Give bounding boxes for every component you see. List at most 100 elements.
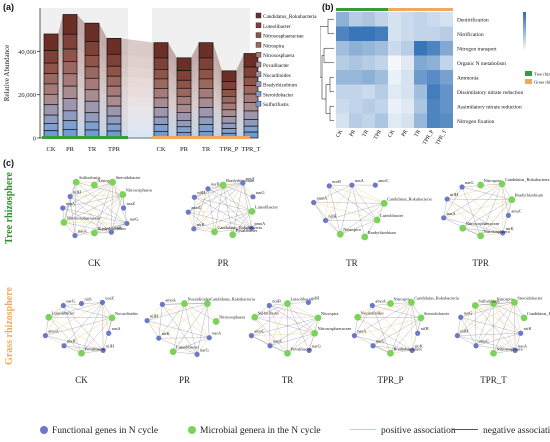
negative-edge <box>162 304 198 355</box>
legend-microbial: Microbial genera in the N cycle <box>188 426 321 436</box>
heatmap-cell <box>427 70 440 85</box>
positive-edge <box>94 194 123 234</box>
negative-edge <box>514 302 516 351</box>
microbial-node <box>477 181 485 189</box>
functional-node <box>322 217 329 224</box>
flow-band <box>191 88 199 105</box>
negative-edge <box>329 185 378 221</box>
bar-segment <box>43 83 59 95</box>
negative-edge <box>172 303 208 352</box>
heatmap-cell <box>336 41 349 56</box>
flow-band <box>121 131 154 138</box>
negative-edge <box>269 305 315 334</box>
network-node-label: Candidatus_Rokubacteria <box>218 225 262 230</box>
bar-segment <box>243 119 259 127</box>
positive-edge <box>480 232 503 237</box>
functional-node <box>78 300 85 307</box>
legend-swatch <box>255 12 262 19</box>
bar-segment <box>198 57 214 70</box>
flow-band <box>213 97 222 117</box>
flow-band <box>236 53 244 82</box>
negative-edge <box>493 303 525 319</box>
functional-node <box>370 343 376 349</box>
heatmap-cell <box>336 84 349 99</box>
heatmap-row-label: Denitrification <box>457 16 489 23</box>
negative-edge <box>443 186 463 218</box>
negative-edge <box>462 183 503 229</box>
network-node-label: pmoA <box>255 221 267 226</box>
stacked-bar-chart: 0 20,000 40,000 Relative Abundance CK PR TR TPR… <box>3 8 317 152</box>
network-name: TPR_P <box>377 375 403 385</box>
x-tick-label: CK <box>46 146 55 152</box>
bar-segment <box>62 33 78 50</box>
positive-edge <box>193 227 252 230</box>
network-node-label: amoA <box>375 298 386 303</box>
microbial-node <box>508 196 516 204</box>
heatmap-cell <box>375 26 388 41</box>
microbial-node <box>380 199 388 207</box>
legend-label: Luteolibacter <box>263 24 291 30</box>
flow-band <box>77 120 85 130</box>
tree-group-bar <box>336 8 388 11</box>
positive-edge <box>194 188 209 198</box>
negative-edge <box>364 219 378 238</box>
bar-segment <box>153 97 169 108</box>
negative-edge <box>193 211 253 230</box>
network-node-label: Povalibacter <box>236 228 258 233</box>
microbial-node <box>78 349 85 357</box>
network-node-label: Sulfurifustis <box>478 298 500 303</box>
network-node-label: nasA <box>212 331 222 336</box>
negative-edge <box>111 223 128 233</box>
positive-edge <box>443 199 512 219</box>
flow-band <box>191 107 199 121</box>
network-node-label: nifH <box>421 326 429 331</box>
negative-edge <box>372 305 391 354</box>
x-tick-label: TPR <box>108 146 121 152</box>
bar-segment <box>43 123 59 132</box>
microbial-node <box>408 298 415 306</box>
network-node-label: nifH <box>450 192 458 197</box>
network-node-label: Bradyrhizobium <box>368 230 397 235</box>
network-node-label: nirK <box>162 331 171 336</box>
bar-segment <box>62 48 78 62</box>
heatmap-cell <box>388 41 401 56</box>
flow-band <box>213 69 222 97</box>
bar-segment <box>43 50 59 64</box>
positive-edge <box>147 303 185 321</box>
network-node-label: nifH <box>329 213 337 218</box>
negative-edge <box>193 188 209 229</box>
heatmap-cell <box>401 55 414 70</box>
legend-swatch <box>255 32 262 38</box>
positive-edge <box>63 222 127 224</box>
negative-edge <box>390 302 412 354</box>
network-node-label: nifH <box>197 190 205 195</box>
flow-band <box>99 78 107 97</box>
functional-node <box>267 343 273 349</box>
network-node-label: Nitrososphaera <box>484 229 510 234</box>
colorbar-segment <box>523 38 526 41</box>
heatmap-cell <box>388 99 401 114</box>
bar-segment <box>43 33 59 51</box>
network-node-label: Luteolibacter <box>380 213 403 218</box>
functional-node <box>42 333 48 339</box>
network-node-label: norB <box>67 339 76 344</box>
microbial-node <box>229 231 237 239</box>
flow-band <box>191 124 199 133</box>
network-node-label: Nocardioides <box>115 311 138 316</box>
network-node-label: Bradyrhizobium <box>97 226 126 231</box>
heatmap-cell <box>401 41 414 56</box>
bar-segment <box>221 122 237 129</box>
network-node-label: nirS <box>85 297 93 302</box>
bar-segment <box>62 120 78 130</box>
network-node-label: napA <box>66 201 76 206</box>
positive-edge <box>76 182 112 233</box>
positive-edge <box>70 194 123 197</box>
positive-edge <box>193 184 224 229</box>
bar-segment <box>221 109 237 117</box>
bar-segment <box>153 107 169 118</box>
flow-band <box>121 106 154 118</box>
negative-edge <box>462 227 503 234</box>
negative-edge <box>242 182 252 229</box>
microbial-node <box>211 228 218 236</box>
heatmap-row-label: Organic N metabolism <box>457 61 507 67</box>
